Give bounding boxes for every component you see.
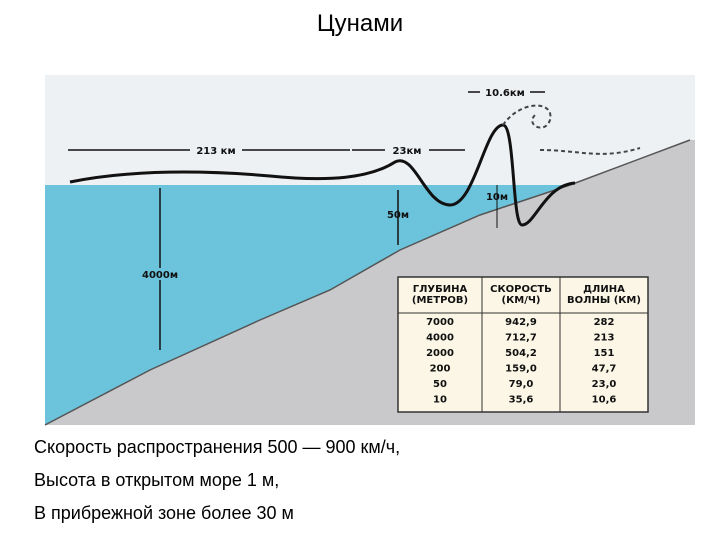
- table-header: ГЛУБИНА (МЕТРОВ): [412, 284, 468, 306]
- dim-label: 23км: [393, 146, 422, 157]
- table-cell: 4000: [426, 333, 454, 344]
- bullet: В прибрежной зоне более 30 м: [34, 503, 294, 523]
- table-header: ДЛИНА ВОЛНЫ (КМ): [567, 284, 641, 306]
- bullet: Высота в открытом море 1 м,: [34, 470, 280, 490]
- table-cell: 7000: [426, 317, 454, 328]
- label-bg: [190, 144, 242, 156]
- table-frame: [397, 276, 649, 413]
- table-header: СКОРОСТЬ (КМ/Ч): [490, 284, 552, 306]
- table-cell: 282: [594, 317, 615, 328]
- label-bg: [138, 268, 182, 280]
- data-table: ГЛУБИНА (МЕТРОВ) СКОРОСТЬ (КМ/Ч) ДЛИНА ВОЛНЫ …: [397, 276, 649, 413]
- table-cell: 151: [594, 348, 615, 359]
- table-cell: 35,6: [509, 395, 534, 406]
- breaking-wave: [502, 104, 641, 155]
- table-cell: 159,0: [505, 364, 537, 375]
- table-cell: 200: [430, 364, 451, 375]
- table-cell: 79,0: [509, 379, 534, 390]
- table-cell: 23,0: [592, 379, 617, 390]
- dim-label: 10.6км: [485, 88, 525, 99]
- table-cell: 47,7: [592, 364, 617, 375]
- label-bg: [385, 144, 429, 156]
- title: Цунами: [316, 10, 404, 37]
- table-cell: 50: [433, 379, 447, 390]
- table-cell: 213: [594, 333, 615, 344]
- dim-label: 4000м: [142, 270, 178, 281]
- dim-label: 213 км: [196, 146, 235, 157]
- table-cell: 2000: [426, 348, 454, 359]
- table-cell: 942,9: [505, 317, 537, 328]
- table-cell: 504,2: [505, 348, 537, 359]
- bullet: Скорость распространения 500 — 900 км/ч,: [34, 437, 401, 457]
- wave: [69, 123, 576, 227]
- dim-label: 50м: [387, 210, 409, 221]
- table-cell: 712,7: [505, 333, 537, 344]
- dim-label: 10м: [486, 192, 508, 203]
- table-cell: 10: [433, 395, 447, 406]
- label-bg: [480, 86, 530, 98]
- table-cell: 10,6: [592, 395, 617, 406]
